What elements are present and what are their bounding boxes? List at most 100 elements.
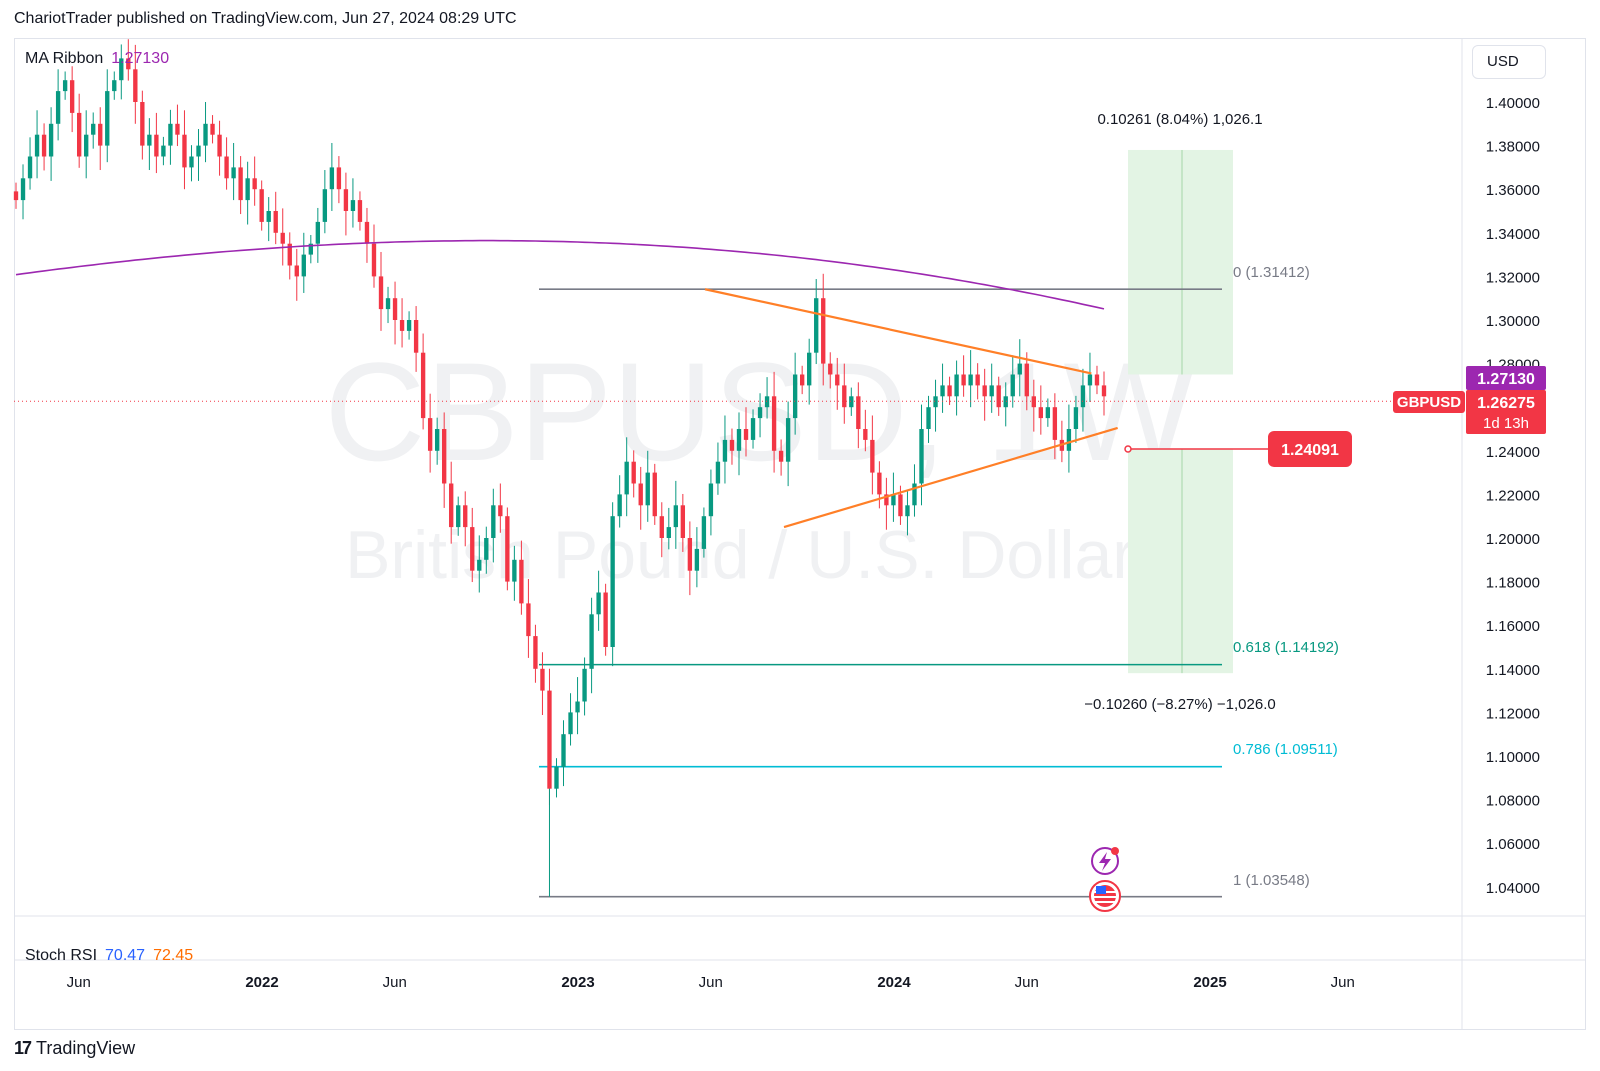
candle-body: [463, 505, 468, 528]
short-target-label: −0.10260 (−8.27%) −1,026.0: [1084, 696, 1275, 713]
candle-body: [926, 407, 931, 429]
candle-body: [870, 439, 875, 473]
candle-body: [371, 243, 377, 277]
us-flag-icon[interactable]: [1089, 880, 1121, 912]
candle-body: [933, 396, 938, 408]
price-tick: 1.08000: [1486, 793, 1540, 810]
candle-body: [456, 505, 461, 528]
candle-body: [807, 352, 812, 386]
entry-badge-bg: [1268, 431, 1352, 467]
candle-body: [203, 123, 208, 146]
candle-body: [975, 374, 980, 386]
candle-body: [687, 538, 693, 571]
candle-body: [41, 134, 47, 157]
price-axis[interactable]: 1.40000 1.38000 1.36000 1.34000 1.32000 1.300…: [1486, 95, 1540, 897]
price-tick: 1.16000: [1486, 618, 1540, 635]
candle-body: [470, 527, 475, 571]
candle-body: [1080, 385, 1086, 408]
candle-body: [561, 734, 566, 767]
time-tick: Jun: [699, 974, 723, 991]
candle-body: [34, 134, 40, 157]
tradingview-brand: TradingView: [36, 1038, 136, 1058]
price-tick: 1.10000: [1486, 749, 1540, 766]
candle-body: [526, 603, 531, 637]
candle-body: [301, 254, 306, 277]
candle-body: [434, 429, 440, 451]
currency-button[interactable]: USD: [1472, 45, 1546, 79]
candle-body: [175, 123, 180, 135]
candle-body: [701, 516, 707, 549]
watermark-description: British Pound / U.S. Dollar: [345, 517, 1135, 593]
candle-body: [336, 167, 342, 190]
entry-price-badge[interactable]: 1.24091: [1124, 431, 1352, 467]
time-axis[interactable]: Jun 2022 Jun 2023 Jun 2024 Jun 2025 Jun: [67, 974, 1355, 991]
candle-body: [133, 69, 138, 102]
price-tick: 1.38000: [1486, 139, 1540, 156]
candle-body: [757, 407, 763, 419]
tradingview-footer[interactable]: 17 TradingView: [14, 1038, 135, 1059]
stoch-rsi-d: 72.45: [153, 947, 194, 964]
ma-ribbon-line: [15, 239, 1105, 310]
candle-body: [1073, 407, 1079, 429]
candle-body: [27, 156, 33, 179]
candle-body: [98, 123, 103, 146]
candle-body: [1101, 385, 1107, 397]
candle-body: [659, 516, 664, 538]
candle-body: [729, 439, 735, 451]
ma-ribbon-value: 1.27130: [111, 50, 170, 67]
lightning-icon[interactable]: [1091, 847, 1119, 875]
candle-body: [617, 494, 622, 517]
price-tick: 1.20000: [1486, 531, 1540, 548]
candle-body: [84, 134, 89, 157]
candle-body: [449, 483, 454, 528]
candle-body: [168, 123, 173, 146]
countdown-text: 1d 13h: [1483, 415, 1529, 432]
candle-body: [814, 298, 819, 353]
candle-body: [996, 385, 1001, 408]
candle-body: [259, 189, 264, 222]
ma-price-text: 1.27130: [1477, 371, 1535, 388]
candle-body: [287, 243, 292, 266]
candle-body: [968, 374, 973, 386]
candle-body: [385, 298, 391, 310]
candle-body: [105, 91, 110, 146]
candle-body: [48, 123, 54, 157]
trendlines[interactable]: [704, 288, 1118, 529]
symbol-badge: GBPUSD: [1393, 391, 1465, 413]
candle-body: [1003, 396, 1008, 408]
candle-body: [708, 483, 714, 517]
candle-body: [210, 123, 215, 135]
candle-body: [519, 559, 524, 604]
ma-price-badge: 1.27130: [1466, 366, 1546, 390]
candle-body: [1038, 407, 1044, 419]
position-zone[interactable]: [1128, 149, 1233, 674]
candle-body: [947, 385, 952, 397]
candle-body: [217, 134, 222, 157]
candle-body: [821, 298, 826, 364]
candle-body: [238, 167, 243, 201]
price-tick: 1.14000: [1486, 662, 1540, 679]
candle-body: [280, 232, 285, 244]
stoch-rsi-name: Stoch RSI: [25, 947, 98, 964]
candle-body: [575, 701, 580, 713]
candle-body: [771, 396, 777, 451]
ma-ribbon-legend[interactable]: MA Ribbon 1.27130: [25, 50, 169, 68]
candle-body: [828, 363, 833, 375]
candle-body: [477, 559, 482, 571]
candle-body: [147, 134, 152, 146]
candle-body: [1094, 374, 1100, 386]
stoch-rsi-legend[interactable]: Stoch RSI 70.47 72.45: [25, 947, 193, 965]
candle-body: [582, 668, 587, 702]
candle-body: [273, 211, 278, 233]
candle-body: [294, 265, 299, 277]
candle-body: [266, 211, 271, 222]
price-tick: 1.40000: [1486, 95, 1540, 112]
time-tick: 2023: [561, 974, 594, 991]
candle-body: [1052, 407, 1058, 440]
candle-body: [898, 494, 903, 517]
candle-body: [413, 320, 419, 353]
candle-body: [1017, 363, 1022, 375]
candle-body: [540, 668, 545, 691]
candle-body: [484, 538, 489, 560]
